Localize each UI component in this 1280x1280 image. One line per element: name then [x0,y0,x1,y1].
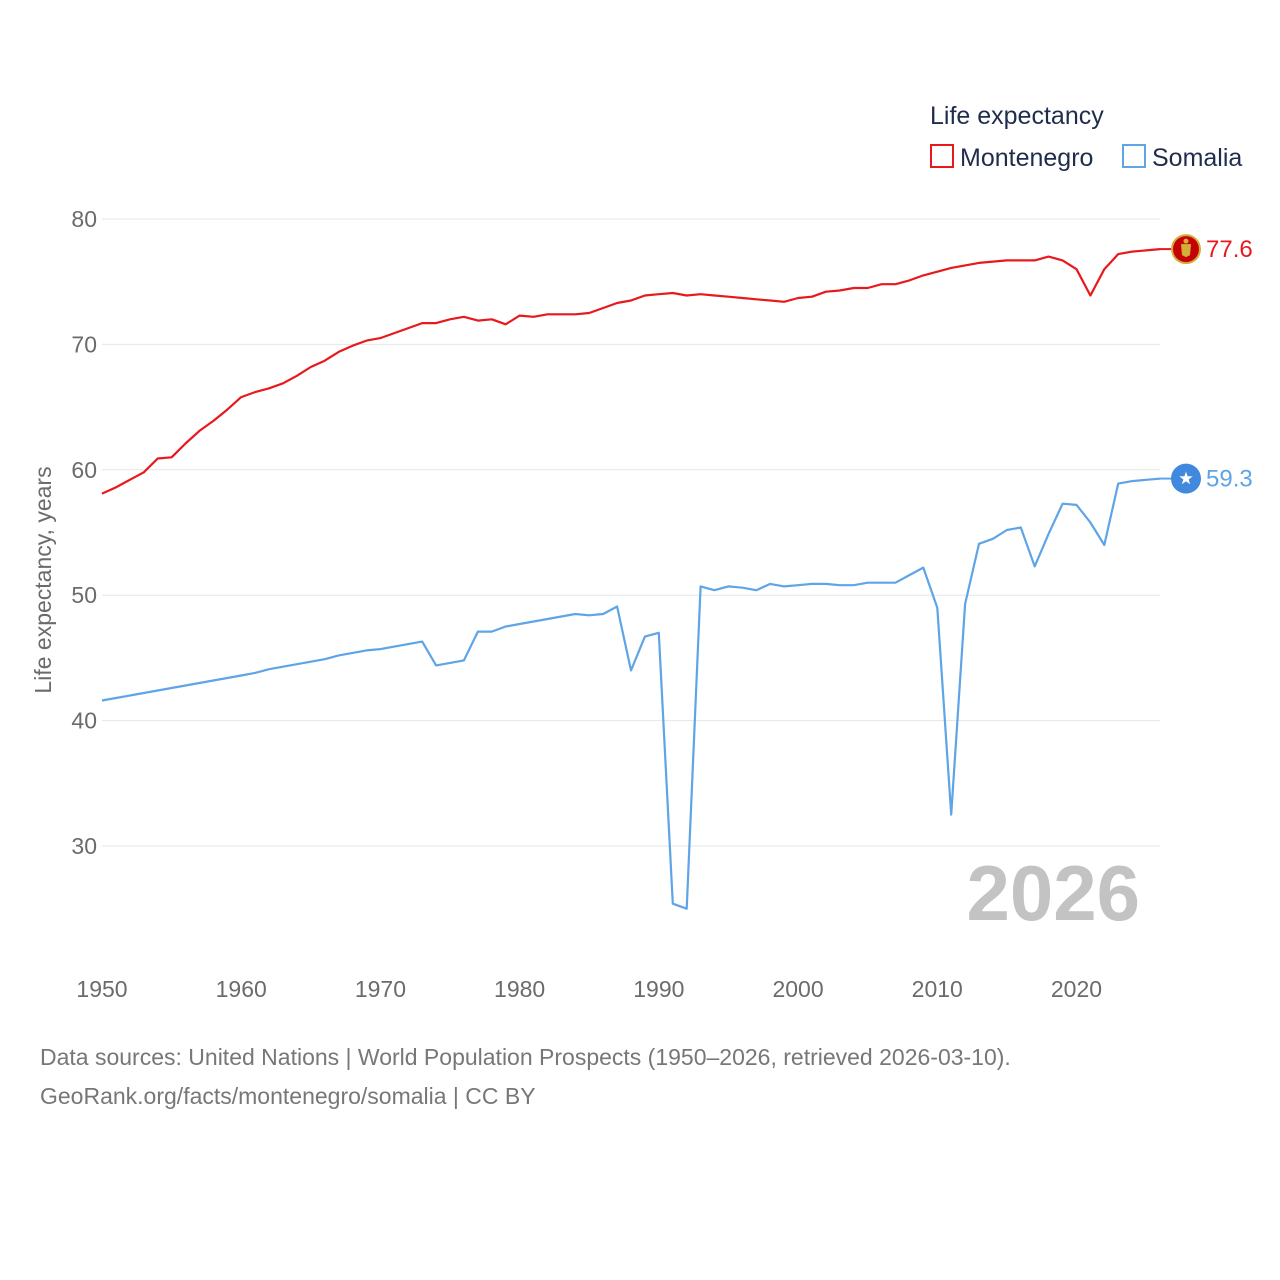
x-tick-label-1950: 1950 [76,976,127,1002]
y-tick-label-60: 60 [71,457,97,483]
line-chart: Life expectancy Montenegro Somalia Life … [30,102,1253,1002]
end-value-label-somalia: 59.3 [1206,466,1253,493]
x-axis-ticks: 1950 1960 1970 1980 1990 2000 2010 2020 [76,976,1102,1002]
y-axis-ticks: 30 40 50 60 70 80 [71,206,97,859]
y-tick-label-50: 50 [71,582,97,608]
legend-label-montenegro[interactable]: Montenegro [960,144,1093,172]
x-tick-label-1970: 1970 [355,976,406,1002]
series-line-montenegro[interactable] [101,248,1161,495]
source-line-2[interactable]: GeoRank.org/facts/montenegro/somalia | C… [40,1083,536,1109]
y-tick-label-70: 70 [71,331,97,357]
x-tick-label-1960: 1960 [216,976,267,1002]
legend-title: Life expectancy [930,102,1104,130]
x-tick-label-2010: 2010 [912,976,963,1002]
x-tick-label-2020: 2020 [1051,976,1102,1002]
source-line-1: Data sources: United Nations | World Pop… [40,1044,1011,1070]
legend-swatch-somalia[interactable] [1122,144,1146,168]
legend-label-somalia[interactable]: Somalia [1152,144,1242,172]
y-axis-label: Life expectancy, years [30,466,56,693]
year-watermark: 2026 [966,849,1140,937]
legend-swatch-montenegro[interactable] [930,144,954,168]
series-line-somalia[interactable] [101,477,1161,910]
x-tick-label-1980: 1980 [494,976,545,1002]
gridlines [102,218,1160,847]
series-end-markers: 77.6 59.3 [1160,234,1253,494]
y-tick-label-30: 30 [71,833,97,859]
end-value-label-montenegro: 77.6 [1206,236,1253,263]
legend: Life expectancy Montenegro Somalia [930,102,1242,172]
y-tick-label-40: 40 [71,708,97,734]
somalia-flag-icon [1171,463,1201,494]
x-tick-label-2000: 2000 [772,976,823,1002]
x-tick-label-1990: 1990 [633,976,684,1002]
series-lines [101,248,1161,910]
montenegro-flag-icon [1171,234,1201,265]
y-tick-label-80: 80 [71,206,97,232]
